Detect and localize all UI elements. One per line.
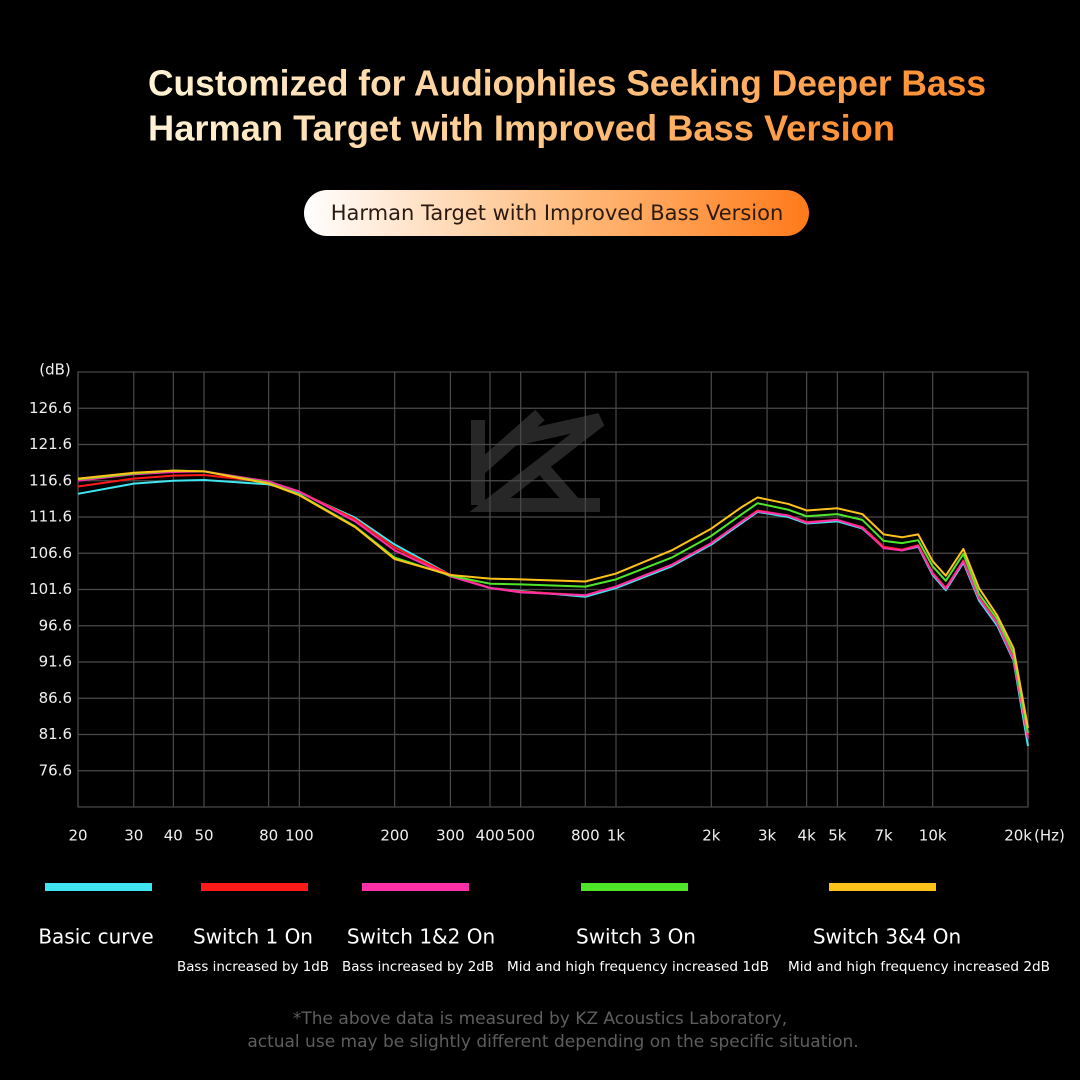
y-tick-label: 101.6 [29, 580, 72, 598]
legend-label: Switch 3&4 On [813, 925, 961, 949]
x-tick-label: 4k [798, 827, 817, 845]
x-tick-label: 200 [380, 827, 409, 845]
x-tick-label: 80 [259, 827, 278, 845]
x-tick-label: 50 [194, 827, 213, 845]
x-tick-label: 20 [68, 827, 87, 845]
y-tick-label: 91.6 [39, 653, 72, 671]
y-tick-label: 111.6 [29, 508, 72, 526]
x-tick-label: 3k [758, 827, 777, 845]
footnote: actual use may be slightly different dep… [247, 1032, 858, 1052]
x-tick-label: 40 [164, 827, 183, 845]
x-tick-label: 7k [875, 827, 894, 845]
y-tick-label: 76.6 [39, 761, 72, 779]
x-tick-label: 30 [124, 827, 143, 845]
badge-background [304, 190, 809, 236]
legend-note: Bass increased by 2dB [342, 959, 494, 975]
watermark-logo [469, 409, 605, 512]
x-tick-label: 400 [476, 827, 505, 845]
legend-label: Basic curve [38, 925, 153, 949]
series-line [77, 479, 1029, 747]
x-tick-label: 5k [828, 827, 847, 845]
chart-title: Customized for Audiophiles Seeking Deepe… [148, 63, 986, 104]
x-tick-label: 20k [1004, 827, 1032, 845]
legend-label: Switch 1 On [193, 925, 313, 949]
y-tick-label: 106.6 [29, 544, 72, 562]
legend-label: Switch 1&2 On [347, 925, 495, 949]
y-axis-label: (dB) [39, 361, 71, 379]
chart-subtitle: Harman Target with Improved Bass Version [148, 108, 895, 149]
legend-note: Mid and high frequency increased 2dB [788, 959, 1050, 975]
x-tick-label: 1k [607, 827, 626, 845]
y-tick-label: 96.6 [39, 616, 72, 634]
legend-note: Bass increased by 1dB [177, 959, 329, 975]
x-tick-label: 2k [702, 827, 721, 845]
x-tick-label: 800 [571, 827, 600, 845]
footnote: *The above data is measured by KZ Acoust… [293, 1009, 787, 1029]
x-tick-label: 100 [285, 827, 314, 845]
badge: Harman Target with Improved Bass Version [331, 201, 784, 225]
legend-note: Mid and high frequency increased 1dB [507, 959, 769, 975]
y-tick-label: 121.6 [29, 435, 72, 453]
series-line [77, 470, 1029, 740]
series-line [77, 473, 1029, 736]
y-tick-label: 116.6 [29, 471, 72, 489]
y-tick-label: 126.6 [29, 399, 72, 417]
x-tick-label: 500 [506, 827, 535, 845]
y-tick-label: 81.6 [39, 725, 72, 743]
x-tick-label: 300 [436, 827, 465, 845]
legend-label: Switch 3 On [576, 925, 696, 949]
y-tick-label: 86.6 [39, 689, 72, 707]
x-axis-label: (Hz) [1034, 827, 1065, 845]
series-line [77, 469, 1029, 729]
x-tick-label: 10k [919, 827, 947, 845]
